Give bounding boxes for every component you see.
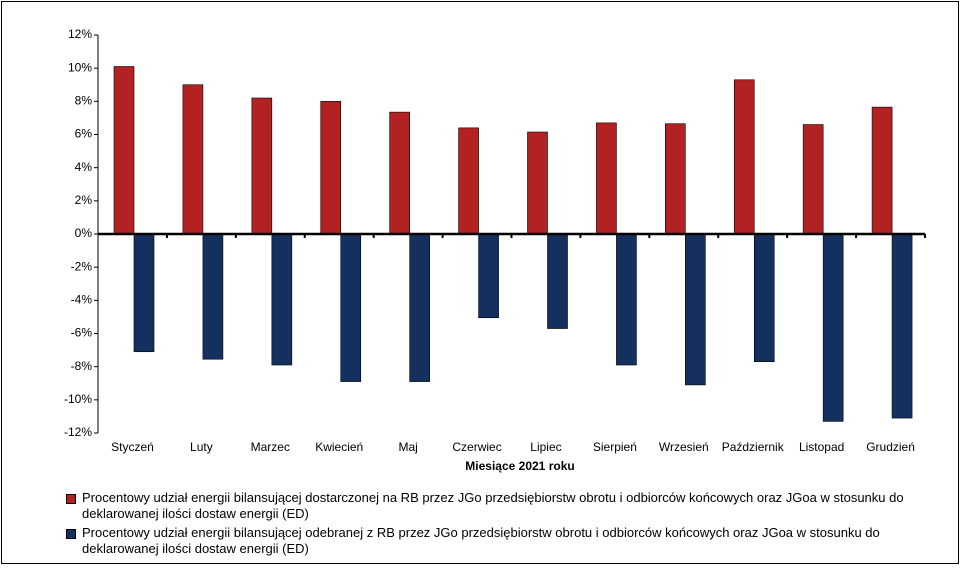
bar xyxy=(202,233,224,360)
y-tick-label: 2% xyxy=(75,193,93,207)
legend-entry: Procentowy udział energii bilansującej d… xyxy=(66,490,932,522)
x-tick-label: Lipiec xyxy=(530,440,561,454)
y-tick-label: 10% xyxy=(68,60,92,74)
x-tick-label: Listopad xyxy=(799,440,844,454)
bar xyxy=(891,233,913,419)
legend-swatch xyxy=(66,494,76,504)
bar xyxy=(527,131,548,235)
y-tick-label: 4% xyxy=(75,160,93,174)
bar xyxy=(596,122,617,235)
y-tick-label: -10% xyxy=(64,392,92,406)
bar xyxy=(133,233,155,353)
bar xyxy=(113,66,135,235)
x-tick-label: Luty xyxy=(190,440,213,454)
bar xyxy=(389,111,410,235)
bar xyxy=(733,79,755,235)
bar xyxy=(320,101,342,235)
bar xyxy=(182,84,204,235)
x-tick-label: Styczeń xyxy=(111,440,154,454)
legend-entry: Procentowy udział energii bilansującej o… xyxy=(66,525,932,557)
bar xyxy=(802,124,824,235)
bar xyxy=(822,233,844,422)
y-tick-label: -12% xyxy=(64,425,92,439)
y-tick-label: -4% xyxy=(71,293,93,307)
bar xyxy=(340,233,362,382)
y-tick-label: -6% xyxy=(71,326,93,340)
y-tick-label: -8% xyxy=(71,359,93,373)
bar xyxy=(251,97,273,235)
x-axis-title: Miesiące 2021 roku xyxy=(465,459,574,473)
x-tick-label: Sierpień xyxy=(593,440,637,454)
bar xyxy=(685,233,706,386)
x-tick-label: Marzec xyxy=(251,440,290,454)
y-tick-label: 6% xyxy=(75,127,93,141)
bar xyxy=(478,233,499,319)
bar xyxy=(665,123,686,235)
x-tick-label: Maj xyxy=(398,440,417,454)
legend-label: Procentowy udział energii bilansującej o… xyxy=(82,525,880,556)
x-tick-label: Październik xyxy=(722,440,785,454)
legend-swatch xyxy=(66,529,76,539)
bar xyxy=(271,233,293,366)
bar xyxy=(458,127,479,235)
y-tick-label: 0% xyxy=(75,226,93,240)
x-tick-label: Wrzesień xyxy=(659,440,709,454)
bar xyxy=(547,233,568,329)
legend-label: Procentowy udział energii bilansującej d… xyxy=(82,490,904,521)
y-tick-label: 12% xyxy=(68,27,92,41)
bar xyxy=(753,233,775,362)
y-tick-label: 8% xyxy=(75,94,93,108)
bar xyxy=(871,106,893,235)
bar xyxy=(409,233,430,382)
bar xyxy=(616,233,637,366)
x-tick-label: Czerwiec xyxy=(452,440,501,454)
x-tick-label: Kwiecień xyxy=(315,440,363,454)
y-tick-label: -2% xyxy=(71,259,93,273)
x-tick-label: Grudzień xyxy=(866,440,915,454)
